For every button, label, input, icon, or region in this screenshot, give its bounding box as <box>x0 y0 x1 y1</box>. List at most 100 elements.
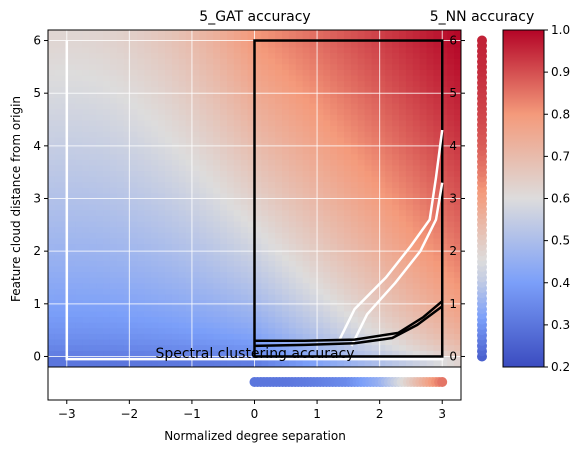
heatmap-cell <box>392 232 400 239</box>
heatmap-cell <box>447 299 455 306</box>
heatmap-cell <box>440 131 448 138</box>
heatmap-cell <box>240 52 249 59</box>
heatmap-cell <box>137 80 145 87</box>
heatmap-cell <box>405 41 414 48</box>
heatmap-cell <box>75 136 84 143</box>
heatmap-cell <box>116 350 125 357</box>
heatmap-cell <box>309 108 318 115</box>
heatmap-cell <box>165 322 173 329</box>
heatmap-cell <box>213 232 221 239</box>
heatmap-cell <box>158 232 166 239</box>
heatmap-cell <box>61 181 70 188</box>
heatmap-cell <box>357 327 366 334</box>
heatmap-cell <box>309 176 318 183</box>
heatmap-cell <box>96 333 104 340</box>
heatmap-cell <box>247 260 256 267</box>
heatmap-cell <box>226 108 235 115</box>
heatmap-cell <box>343 204 352 211</box>
heatmap-cell <box>268 350 276 357</box>
heatmap-cell <box>268 198 276 205</box>
heatmap-cell <box>213 361 221 367</box>
heatmap-cell <box>206 350 214 357</box>
heatmap-cell <box>54 69 63 76</box>
heatmap-cell <box>137 249 145 256</box>
heatmap-cell <box>206 164 214 172</box>
heatmap-cell <box>68 187 77 194</box>
heatmap-cell <box>213 63 221 70</box>
heatmap-cell <box>48 58 56 65</box>
heatmap-cell <box>116 316 125 323</box>
heatmap-cell <box>371 176 379 183</box>
heatmap-cell <box>399 176 407 183</box>
heatmap-cell <box>54 254 63 261</box>
heatmap-cell <box>392 322 400 329</box>
heatmap-cell <box>103 288 111 295</box>
heatmap-cell <box>144 237 152 245</box>
heatmap-cell <box>440 136 448 143</box>
heatmap-cell <box>282 176 290 183</box>
nn-point <box>477 35 487 46</box>
heatmap-cell <box>130 220 139 228</box>
heatmap-cell <box>412 35 421 42</box>
heatmap-cell <box>233 192 242 200</box>
heatmap-cell <box>385 187 393 194</box>
heatmap-cell <box>454 97 461 104</box>
heatmap-cell <box>213 299 221 306</box>
heatmap-cell <box>68 147 77 155</box>
heatmap-cell <box>350 86 359 93</box>
heatmap-cell <box>151 74 159 82</box>
heatmap-cell <box>330 91 338 98</box>
heatmap-cell <box>399 288 407 295</box>
heatmap-cell <box>165 41 173 48</box>
heatmap-cell <box>151 361 159 367</box>
heatmap-cell <box>378 80 386 87</box>
heatmap-cell <box>151 108 159 115</box>
heatmap-cell <box>385 209 393 216</box>
heatmap-cell <box>419 74 428 82</box>
heatmap-cell <box>213 333 221 340</box>
heatmap-cell <box>309 277 318 284</box>
heatmap-cell <box>302 209 311 216</box>
heatmap-cell <box>261 52 269 59</box>
heatmap-cell <box>75 80 84 87</box>
heatmap-cell <box>371 108 379 115</box>
heatmap-cell <box>61 153 70 160</box>
heatmap-cell <box>254 181 262 188</box>
heatmap-cell <box>247 322 256 329</box>
heatmap-cell <box>199 63 207 70</box>
heatmap-cell <box>309 254 318 261</box>
heatmap-cell <box>282 41 290 48</box>
heatmap-cell <box>261 204 269 211</box>
heatmap-cell <box>433 243 441 250</box>
heatmap-cell <box>433 237 441 245</box>
heatmap-cell <box>151 86 159 93</box>
heatmap-cell <box>350 260 359 267</box>
heatmap-cell <box>392 327 400 334</box>
heatmap-cell <box>399 260 407 267</box>
heatmap-cell <box>295 176 304 183</box>
heatmap-cell <box>247 80 256 87</box>
heatmap-cell <box>447 361 455 367</box>
heatmap-cell <box>412 282 421 289</box>
heatmap-cell <box>275 350 283 357</box>
heatmap-cell <box>89 271 97 278</box>
heatmap-cell <box>116 249 125 256</box>
heatmap-cell <box>206 97 214 104</box>
heatmap-cell <box>68 181 77 188</box>
heatmap-cell <box>185 136 194 143</box>
heatmap-cell <box>323 282 331 289</box>
heatmap-cell <box>192 41 201 48</box>
heatmap-cell <box>68 69 77 76</box>
heatmap-cell <box>378 159 386 166</box>
heatmap-cell <box>302 260 311 267</box>
heatmap-cell <box>116 204 125 211</box>
heatmap-cell <box>288 350 297 357</box>
heatmap-cell <box>364 243 373 250</box>
heatmap-cell <box>440 119 448 127</box>
heatmap-cell <box>268 41 276 48</box>
heatmap-cell <box>137 316 145 323</box>
heatmap-cell <box>330 226 338 233</box>
heatmap-cell <box>433 288 441 295</box>
heatmap-cell <box>364 361 373 367</box>
heatmap-cell <box>295 265 304 273</box>
